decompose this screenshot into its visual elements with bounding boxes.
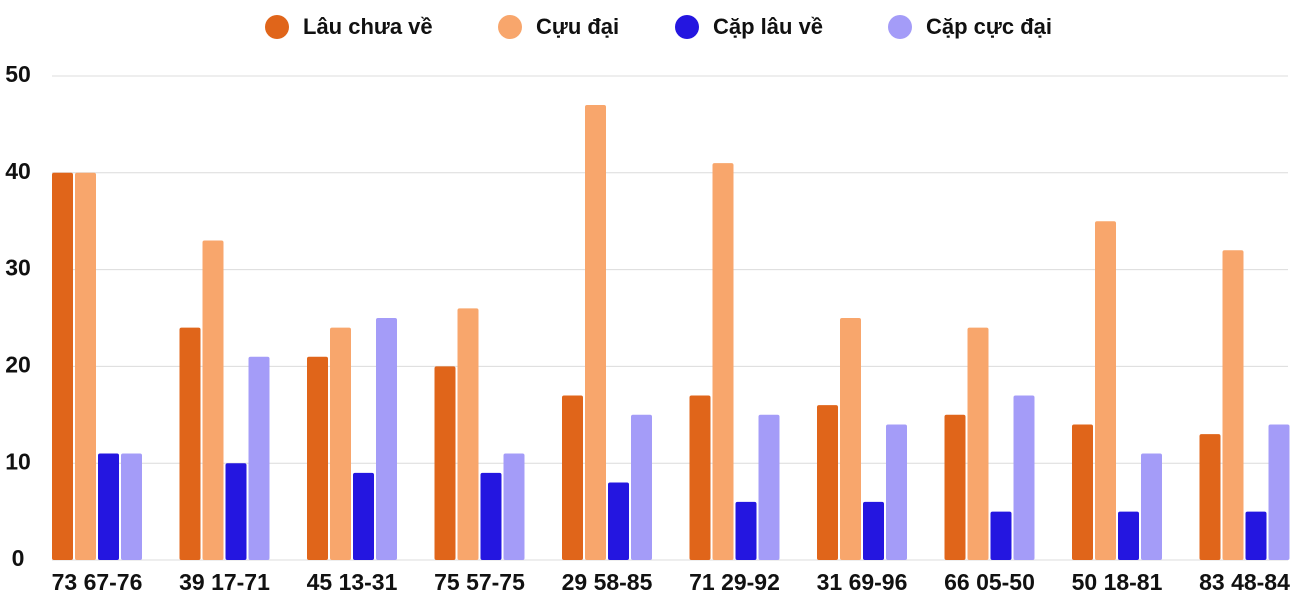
bar (990, 511, 1012, 560)
bar (863, 501, 884, 560)
bar (457, 308, 479, 560)
y-tick-label: 10 (5, 448, 31, 474)
bar (503, 453, 525, 560)
bar (225, 463, 247, 560)
bar (758, 414, 780, 560)
x-tick-label: 83 48-84 (1199, 569, 1290, 595)
legend-swatch (265, 15, 289, 39)
bar (1095, 221, 1116, 560)
bar (376, 318, 397, 560)
bar (1072, 424, 1093, 560)
y-tick-label: 50 (5, 61, 31, 87)
legend-swatch (498, 15, 522, 39)
bar (353, 472, 374, 560)
bar (735, 501, 757, 560)
x-tick-label: 29 58-85 (562, 569, 653, 595)
bar (307, 356, 328, 560)
bar (817, 405, 838, 560)
bar (712, 163, 734, 560)
bar (52, 172, 73, 561)
bar (1141, 453, 1162, 560)
y-tick-label: 20 (5, 351, 31, 377)
bar (1268, 424, 1290, 560)
x-tick-label: 39 17-71 (179, 569, 270, 595)
y-tick-label: 40 (5, 158, 31, 184)
bar (631, 414, 652, 560)
bar (330, 327, 351, 560)
legend-swatch (888, 15, 912, 39)
y-tick-label: 0 (12, 545, 25, 571)
legend-swatch (675, 15, 699, 39)
legend-label: Cặp lâu về (713, 14, 823, 39)
bar (562, 395, 583, 560)
bar (689, 395, 711, 560)
bar (121, 453, 142, 560)
x-tick-label: 45 13-31 (307, 569, 398, 595)
bar (585, 105, 606, 560)
bar (1013, 395, 1035, 560)
bar (248, 356, 270, 560)
x-tick-label: 75 57-75 (434, 569, 525, 595)
legend-label: Lâu chưa về (303, 14, 433, 39)
bar (98, 453, 119, 560)
y-tick-label: 30 (5, 255, 31, 281)
legend-label: Cặp cực đại (926, 14, 1052, 39)
x-tick-label: 50 18-81 (1072, 569, 1163, 595)
bar (75, 172, 96, 561)
bar (480, 472, 502, 560)
bar (1222, 250, 1244, 561)
bar (840, 318, 861, 560)
bar (1199, 434, 1221, 560)
bar (1118, 511, 1139, 560)
x-tick-label: 73 67-76 (52, 569, 143, 595)
bar (608, 482, 629, 560)
bar (434, 366, 456, 560)
bar (179, 327, 201, 560)
legend-label: Cựu đại (536, 14, 619, 39)
x-tick-label: 66 05-50 (944, 569, 1035, 595)
bar (944, 414, 966, 560)
bar (1245, 511, 1267, 560)
bar (967, 327, 989, 560)
bar (886, 424, 907, 560)
x-tick-label: 71 29-92 (689, 569, 780, 595)
bar (202, 240, 224, 560)
x-tick-label: 31 69-96 (817, 569, 908, 595)
